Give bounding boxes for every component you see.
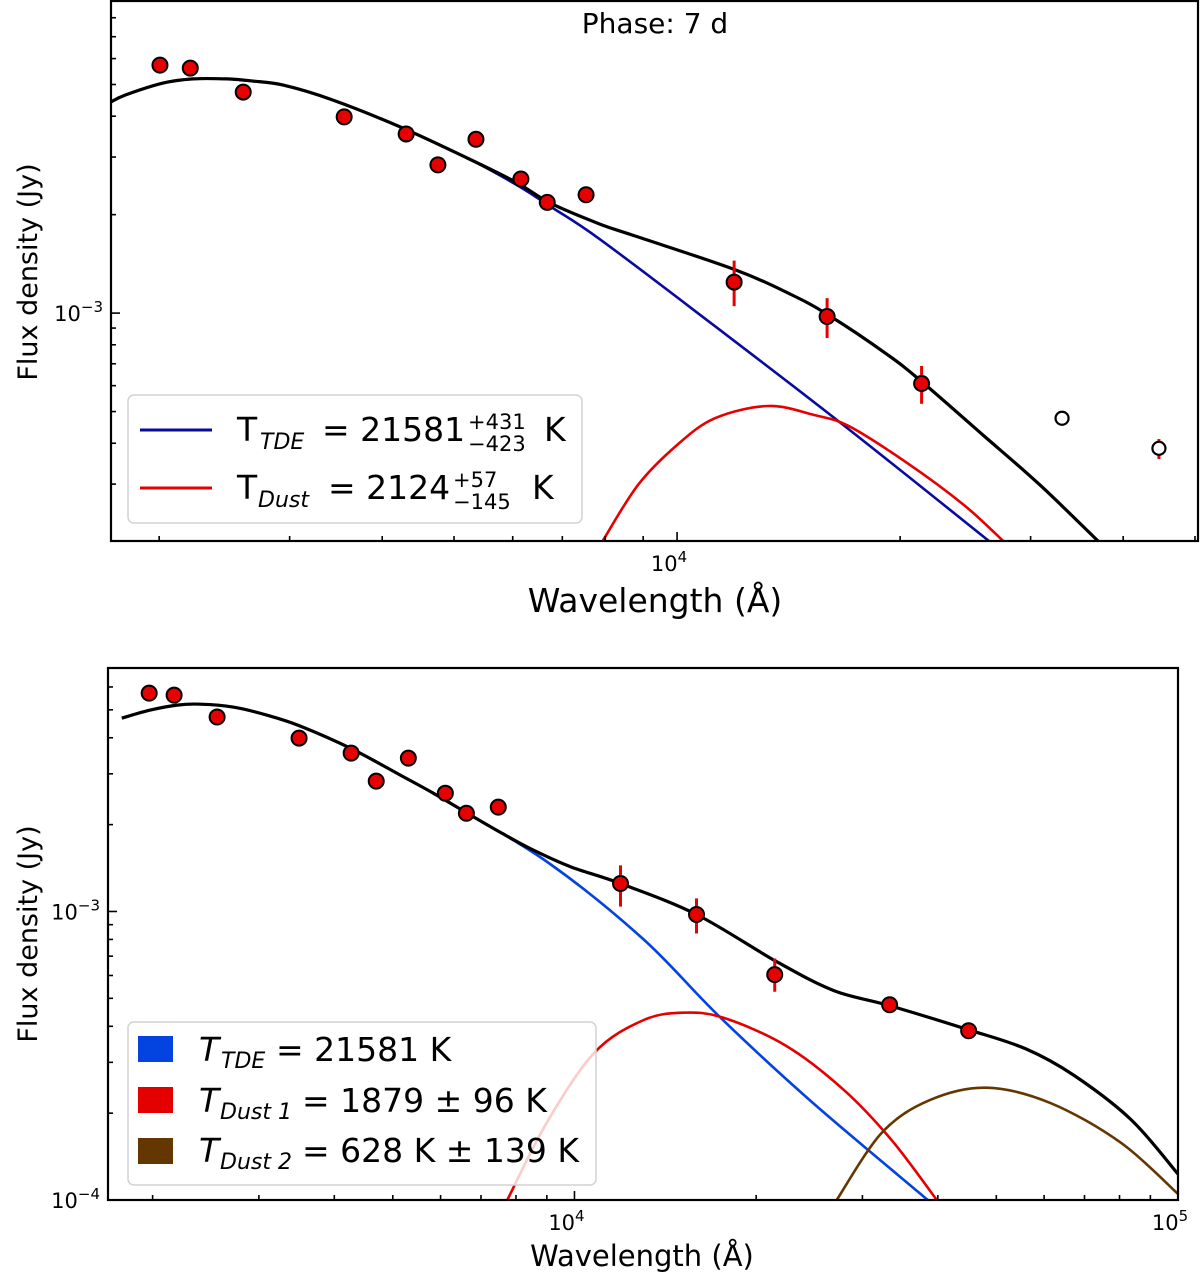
x-tick-label: 104 xyxy=(548,1207,584,1235)
legend-patch-dust2 xyxy=(138,1138,173,1164)
data-point xyxy=(766,966,784,984)
y-tick-label: 10−3 xyxy=(51,896,100,924)
y-tick-label-exponent: −4 xyxy=(78,1185,100,1203)
legend-symbol: T xyxy=(199,1131,222,1170)
data-point xyxy=(725,273,743,291)
data-point xyxy=(881,996,899,1014)
data-point xyxy=(960,1022,978,1040)
top-y-axis-label: Flux density (Jy) xyxy=(13,163,44,380)
data-point-open xyxy=(1151,440,1167,456)
data-point xyxy=(457,804,475,822)
data-point xyxy=(688,906,706,924)
x-tick-label-base: 10 xyxy=(1152,1211,1179,1235)
legend-patch-dust1 xyxy=(138,1087,173,1113)
data-point xyxy=(611,875,629,893)
legend-symbol: T xyxy=(199,1030,222,1069)
model-curve xyxy=(835,1086,1178,1200)
legend-value: = 1879 ± 96 K xyxy=(302,1081,548,1120)
legend-lower-error: −145 xyxy=(453,490,511,514)
data-point xyxy=(538,193,556,211)
bottom-x-axis-label: Wavelength (Å) xyxy=(530,1239,754,1273)
data-point xyxy=(335,108,353,126)
x-tick-label: 104 xyxy=(651,548,687,576)
legend-symbol: T xyxy=(236,468,258,507)
data-point xyxy=(208,708,226,726)
data-point-open xyxy=(1054,410,1070,426)
x-tick-label-exponent: 4 xyxy=(575,1207,585,1225)
data-point xyxy=(290,729,308,747)
data-point xyxy=(429,156,447,174)
y-tick-label-base: 10 xyxy=(51,1189,78,1213)
data-point xyxy=(342,744,360,762)
legend-patch-tde xyxy=(138,1036,173,1062)
data-point xyxy=(367,772,385,790)
y-tick-label-base: 10 xyxy=(51,900,78,924)
bottom-panel-curves xyxy=(121,684,1178,1200)
legend-value: = 21581 xyxy=(322,410,465,449)
y-tick-label-exponent: −3 xyxy=(81,298,103,316)
legend-upper-error: +431 xyxy=(468,410,526,434)
legend-symbol: T xyxy=(199,1081,222,1120)
legend-value: = 2124 xyxy=(328,468,450,507)
data-point xyxy=(818,308,836,326)
legend-symbol: T xyxy=(236,410,258,449)
data-point xyxy=(577,186,595,204)
legend-subscript: Dust 1 xyxy=(220,1100,292,1125)
y-tick-label: 10−4 xyxy=(51,1185,100,1213)
legend-subscript: TDE xyxy=(221,1049,265,1074)
top-panel-title: Phase: 7 d xyxy=(582,7,728,40)
data-point xyxy=(151,56,169,74)
data-point xyxy=(467,130,485,148)
legend-value: = 628 K ± 139 K xyxy=(302,1131,580,1170)
x-tick-label-exponent: 5 xyxy=(1179,1207,1189,1225)
x-tick-label-base: 10 xyxy=(548,1211,575,1235)
data-point xyxy=(397,125,415,143)
top-panel-curves xyxy=(111,56,1167,541)
legend-subscript: TDE xyxy=(260,430,304,455)
y-tick-label-base: 10 xyxy=(54,302,81,326)
legend-value: = 21581 K xyxy=(276,1030,453,1069)
data-point xyxy=(489,798,507,816)
legend-subscript: Dust 2 xyxy=(220,1150,292,1175)
bottom-legend-box xyxy=(127,1021,597,1186)
data-point xyxy=(181,59,199,77)
data-point xyxy=(512,170,530,188)
bottom-y-axis-label: Flux density (Jy) xyxy=(13,825,44,1042)
legend-lower-error: −423 xyxy=(468,432,526,456)
legend-upper-error: +57 xyxy=(453,468,497,492)
bottom-legend: T TDE = 21581 K T Dust 1 = 1879 ± 96 K T… xyxy=(127,1021,597,1186)
data-point xyxy=(913,375,931,393)
model-curve xyxy=(121,702,1178,1176)
top-legend: T TDE = 21581 +431 −423 K T Dust = 2124 … xyxy=(127,394,583,524)
y-tick-label: 10−3 xyxy=(54,298,103,326)
data-point xyxy=(140,684,158,702)
axes-frame xyxy=(106,666,1180,1202)
x-tick-label: 105 xyxy=(1152,1207,1188,1235)
y-tick-label-exponent: −3 xyxy=(78,896,100,914)
x-tick-label-exponent: 4 xyxy=(678,548,688,566)
top-x-axis-label: Wavelength (Å) xyxy=(528,580,783,620)
model-curve xyxy=(601,404,1005,541)
legend-unit: K xyxy=(532,468,555,507)
axes-frame xyxy=(109,0,1200,543)
legend-unit: K xyxy=(544,410,567,449)
x-tick-label-base: 10 xyxy=(651,552,678,576)
data-point xyxy=(436,784,454,802)
data-point xyxy=(399,749,417,767)
data-point xyxy=(234,83,252,101)
top-legend-box xyxy=(127,394,583,524)
legend-subscript: Dust xyxy=(258,488,310,513)
data-point xyxy=(165,686,183,704)
